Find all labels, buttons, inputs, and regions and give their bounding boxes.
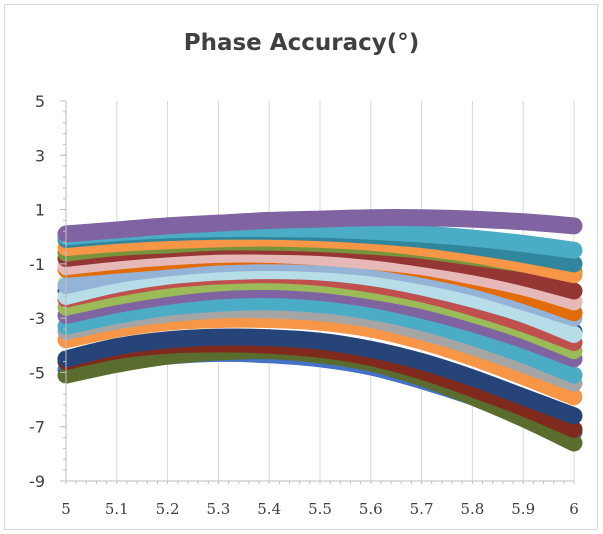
y-tick-label: -9 <box>29 472 45 491</box>
y-tick-label: -7 <box>29 418 45 437</box>
axes <box>60 100 575 484</box>
y-tick-label: -3 <box>29 309 45 328</box>
x-tick-label: 5.4 <box>257 500 281 518</box>
x-tick-label: 5.8 <box>460 500 484 518</box>
series-line-22 <box>57 209 583 243</box>
y-tick-label: -5 <box>29 363 45 382</box>
x-tick-label: 5.2 <box>156 500 180 518</box>
x-tick-label: 5.5 <box>308 500 332 518</box>
x-tick-label: 5.7 <box>410 500 434 518</box>
x-tick-label: 6 <box>569 500 579 518</box>
x-tick-label: 5.3 <box>206 500 230 518</box>
series-line-4 <box>57 328 583 425</box>
x-tick-label: 5 <box>61 500 71 518</box>
tick-labels: 5 5.1 5.2 5.3 5.4 5.5 5.6 5.7 5.8 5.9 6 5 3 1 -1 -3 -5 -7… <box>29 92 579 518</box>
y-tick-label: -1 <box>29 255 45 274</box>
x-tick-label: 5.6 <box>359 500 383 518</box>
y-tick-label: 1 <box>35 201 45 220</box>
x-tick-label: 5.1 <box>105 500 129 518</box>
x-tick-label: 5.9 <box>511 500 535 518</box>
y-tick-label: 5 <box>35 92 45 111</box>
chart-title: Phase Accuracy(°) <box>183 30 420 56</box>
series-group <box>57 209 583 452</box>
series-line-7 <box>57 293 583 384</box>
y-tick-label: 3 <box>35 146 45 165</box>
